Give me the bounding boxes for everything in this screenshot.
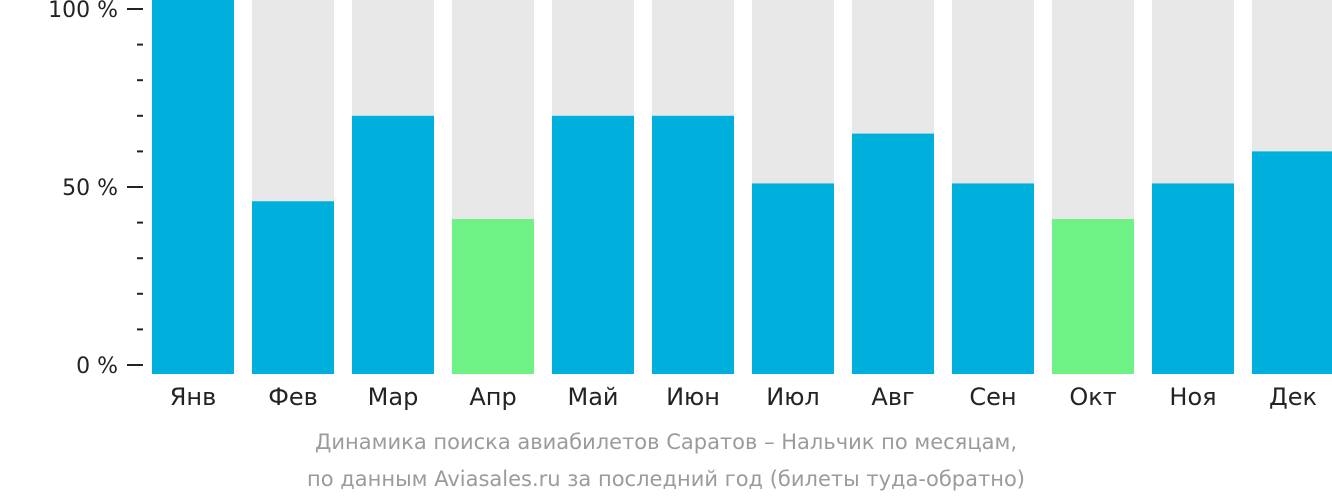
bars (152, 0, 1332, 375)
bar (1252, 151, 1332, 374)
bar (1052, 219, 1134, 374)
x-tick-label: Сен (969, 383, 1016, 411)
x-tick-label: Ноя (1169, 383, 1216, 411)
caption-line-2: по данным Aviasales.ru за последний год … (307, 467, 1025, 491)
bar (152, 0, 234, 374)
x-tick-label: Дек (1269, 383, 1317, 411)
bar (552, 115, 634, 375)
x-tick-label: Апр (469, 383, 516, 411)
x-tick-label: Май (567, 383, 618, 411)
bar (852, 133, 934, 374)
y-tick-label: 50 % (62, 176, 118, 201)
x-tick-label: Мар (368, 383, 419, 411)
bar (1152, 183, 1234, 374)
y-tick-label: 0 % (76, 354, 118, 379)
x-axis-labels: Янв Фев Мар Апр Май Июн Июл Авг Сен Окт Ноя Дек (170, 383, 1317, 411)
x-tick-label: Авг (871, 383, 914, 411)
bar (752, 183, 834, 374)
x-tick-label: Окт (1069, 383, 1116, 411)
y-axis: 0 % 50 % 100 % (48, 0, 143, 379)
x-tick-label: Июл (766, 383, 820, 411)
x-tick-label: Июн (666, 383, 720, 411)
bar (252, 201, 334, 374)
x-tick-label: Янв (170, 383, 217, 411)
bar (652, 115, 734, 375)
x-tick-label: Фев (268, 383, 318, 411)
y-tick-label: 100 % (48, 0, 118, 23)
bar (352, 115, 434, 375)
caption-line-1: Динамика поиска авиабилетов Саратов – На… (315, 430, 1017, 454)
bar (452, 219, 534, 374)
bar (952, 183, 1034, 374)
